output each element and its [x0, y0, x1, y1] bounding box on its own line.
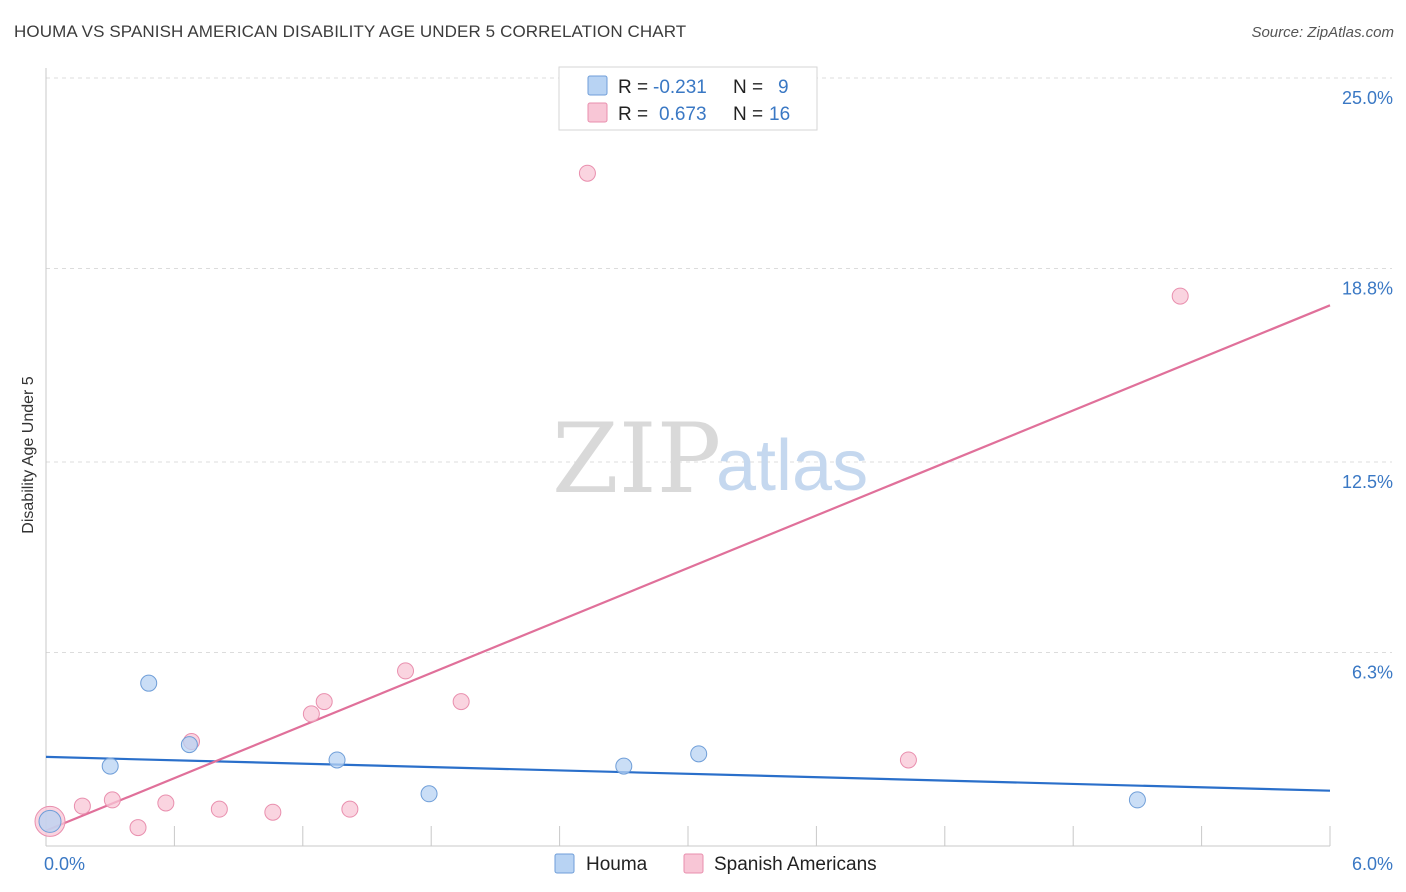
series-legend-spanish: Spanish Americans	[714, 854, 877, 875]
legend-r-value-spanish: 0.673	[659, 104, 707, 125]
data-point-spanish	[210, 800, 228, 818]
data-point-houma	[101, 757, 119, 775]
data-point-spanish	[129, 819, 147, 837]
y-tick-label: 6.3%	[1352, 662, 1393, 682]
data-point-spanish	[397, 662, 415, 680]
data-point-houma	[615, 757, 633, 775]
data-point-houma	[38, 809, 62, 833]
data-point-spanish	[578, 164, 596, 182]
series-legend: Houma Spanish Americans	[554, 853, 877, 875]
watermark: ZIP atlas	[552, 403, 868, 515]
source-label: Source: ZipAtlas.com	[1251, 24, 1394, 41]
data-point-houma	[420, 785, 438, 803]
data-point-houma	[1128, 791, 1146, 809]
series-legend-houma: Houma	[586, 854, 648, 875]
trend-line-houma	[45, 755, 1331, 792]
legend-r-value-houma: -0.231	[653, 77, 707, 98]
grid-lines	[46, 77, 1392, 653]
trend-lines	[45, 304, 1331, 832]
legend-r-label-spanish: R =	[618, 104, 648, 125]
series-legend-swatch-spanish	[683, 853, 704, 874]
axes	[45, 68, 1331, 847]
data-point-spanish	[1171, 287, 1189, 305]
data-point-spanish	[452, 693, 470, 711]
legend-r-label-houma: R =	[618, 77, 648, 98]
legend-n-label-houma: N =	[733, 77, 763, 98]
y-tick-label: 25.0%	[1342, 88, 1393, 108]
watermark-zip: ZIP	[552, 403, 721, 515]
data-point-houma	[180, 736, 198, 754]
y-tick-label: 12.5%	[1342, 472, 1393, 492]
y-tick-labels: 6.3% 12.5% 18.8% 25.0%	[1342, 88, 1393, 682]
trend-line-spanish	[45, 304, 1331, 832]
legend-swatch-houma	[587, 75, 608, 96]
chart-title: HOUMA VS SPANISH AMERICAN DISABILITY AGE…	[14, 22, 687, 41]
y-axis-label: Disability Age Under 5	[20, 376, 37, 534]
x-tick-label-end: 6.0%	[1352, 854, 1393, 874]
watermark-atlas: atlas	[716, 426, 868, 506]
data-point-spanish	[264, 803, 282, 821]
data-point-spanish	[899, 751, 917, 769]
series-legend-swatch-houma	[554, 853, 575, 874]
legend-n-value-houma: 9	[778, 77, 789, 98]
data-points	[34, 164, 1189, 837]
data-point-spanish	[315, 693, 333, 711]
stats-legend: R = -0.231 N = 9 R = 0.673 N = 16	[558, 66, 818, 131]
data-point-houma	[140, 674, 158, 692]
legend-n-label-spanish: N =	[733, 104, 763, 125]
legend-n-value-spanish: 16	[769, 104, 790, 125]
data-point-spanish	[73, 797, 91, 815]
x-tick-labels: 0.0% 6.0%	[44, 854, 1393, 874]
data-point-spanish	[302, 705, 320, 723]
legend-swatch-spanish	[587, 102, 608, 123]
data-point-houma	[328, 751, 346, 769]
data-point-spanish	[103, 791, 121, 809]
data-point-spanish	[157, 794, 175, 812]
y-tick-label: 18.8%	[1342, 278, 1393, 298]
data-point-spanish	[341, 800, 359, 818]
data-point-houma	[690, 745, 708, 763]
x-tick-label-start: 0.0%	[44, 854, 85, 874]
